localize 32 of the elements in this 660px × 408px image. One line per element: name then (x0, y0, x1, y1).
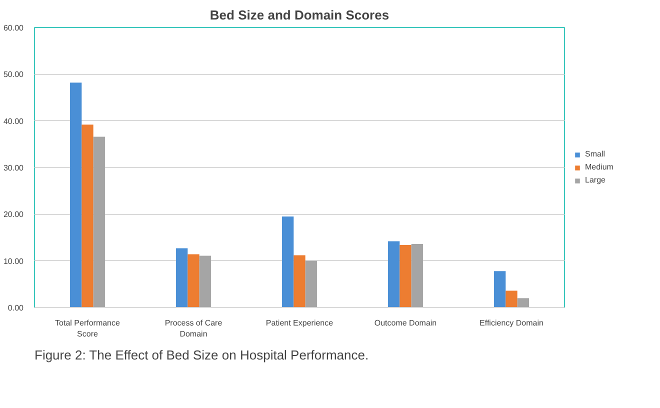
bar (282, 216, 294, 308)
x-tick-label: Patient Experience (266, 318, 334, 328)
bar (388, 241, 400, 308)
legend-label: Medium (585, 162, 614, 172)
legend-label: Small (585, 150, 606, 158)
bar (517, 298, 529, 308)
y-tick-label: 20.00 (3, 210, 24, 220)
x-tick-label: Efficiency Domain (480, 318, 544, 328)
bar (506, 290, 518, 308)
y-tick-label: 40.00 (3, 116, 24, 126)
y-tick-label: 60.00 (3, 24, 24, 32)
bar (294, 255, 306, 308)
bar (82, 124, 94, 308)
y-tick-label: 0.00 (8, 304, 24, 312)
bar (494, 271, 506, 308)
y-tick-label: 10.00 (3, 256, 24, 266)
x-tick-label: Total Performance Score (55, 318, 121, 338)
y-tick-label: 30.00 (3, 164, 24, 172)
chart-title: Bed Size and Domain Scores (210, 8, 390, 22)
bar (305, 260, 317, 308)
bar (176, 248, 188, 308)
bar (411, 244, 423, 308)
bar (188, 254, 200, 308)
bar (93, 136, 105, 308)
legend-label: Large (585, 176, 606, 184)
bar (400, 244, 412, 308)
y-tick-label: 50.00 (3, 70, 24, 80)
x-tick-label: Outcome Domain (374, 318, 437, 328)
x-tick-label: Process of Care Domain (164, 318, 223, 338)
caption: Figure 2: The Effect of Bed Size on Hospital Performance. (34, 348, 369, 362)
bar (199, 256, 211, 308)
bar (70, 82, 82, 308)
